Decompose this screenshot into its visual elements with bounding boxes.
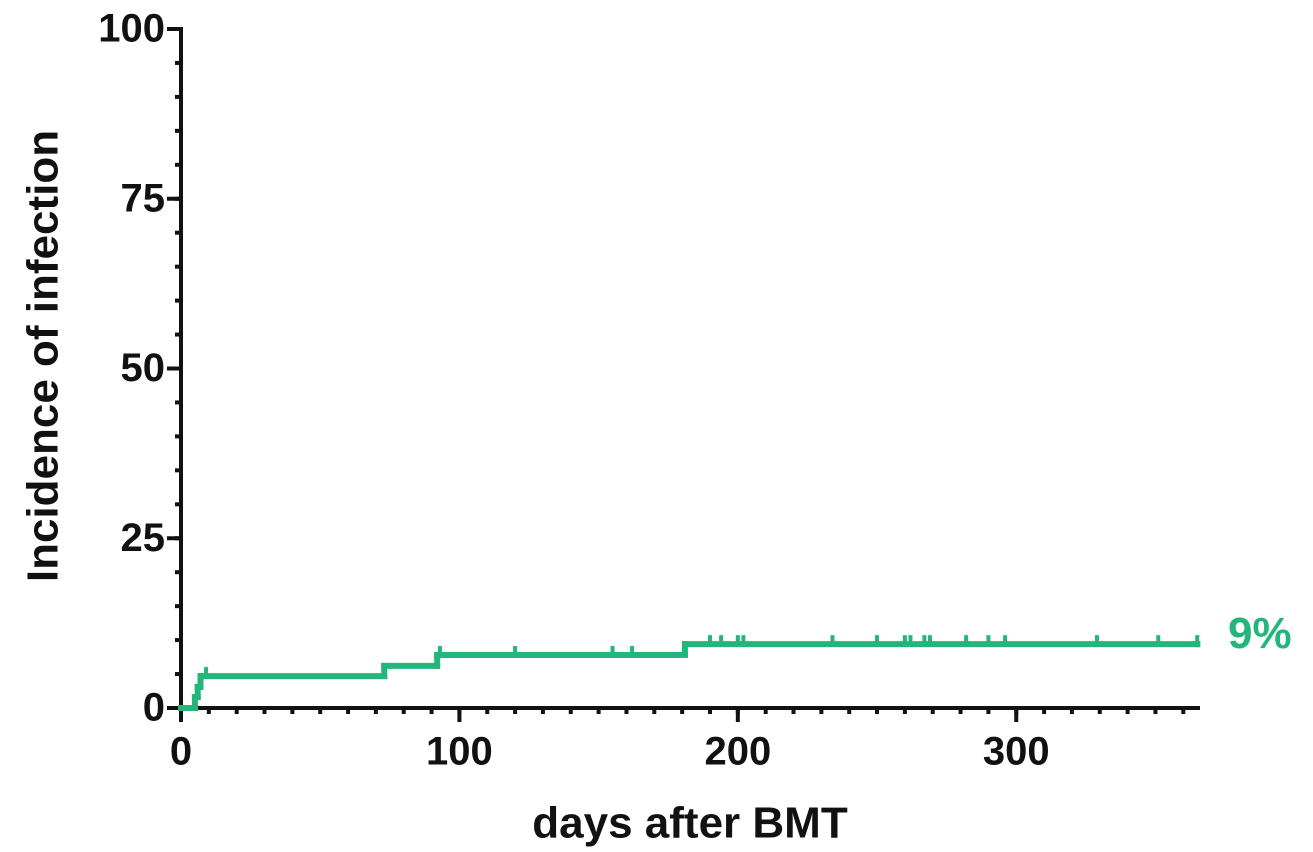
y-tick-label: 75	[121, 176, 166, 220]
y-tick-label: 100	[98, 7, 165, 51]
y-tick-label: 0	[143, 686, 165, 730]
x-tick-label: 200	[704, 730, 771, 774]
x-tick-label: 300	[983, 730, 1050, 774]
y-axis-title: Incidence of infection	[19, 130, 68, 582]
y-tick-label: 25	[121, 516, 166, 560]
x-tick-label: 100	[426, 730, 493, 774]
end-label: 9%	[1228, 609, 1292, 658]
x-axis-title: days after BMT	[532, 799, 848, 848]
y-tick-label: 50	[121, 346, 166, 390]
x-tick-label: 0	[170, 730, 192, 774]
